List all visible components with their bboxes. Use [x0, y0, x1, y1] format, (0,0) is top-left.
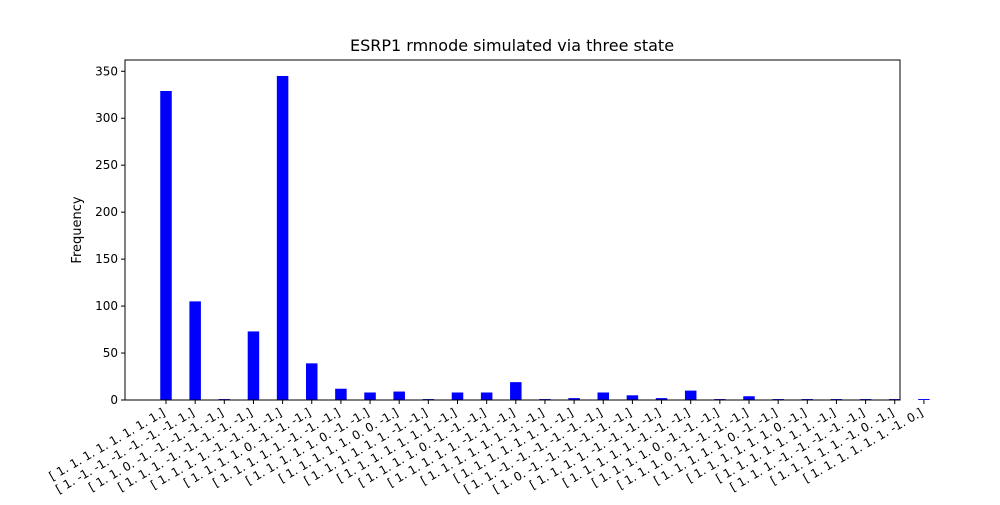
bar	[597, 392, 609, 400]
bar	[655, 398, 668, 400]
x-axis-ticks: [ 1. 1. 1. 1. 1. 1. 1. 1.][ 1. -1. -1. -…	[47, 400, 925, 496]
y-tick-label: 300	[95, 111, 118, 125]
bar	[189, 301, 201, 400]
bar	[335, 388, 347, 400]
chart-title: ESRP1 rmnode simulated via three state	[350, 36, 674, 55]
y-tick-label: 0	[110, 393, 118, 407]
bar	[451, 392, 464, 400]
bar	[276, 75, 289, 400]
bar	[568, 398, 580, 400]
bar	[480, 392, 493, 400]
bars-group	[160, 75, 930, 400]
y-axis-label: Frequency	[70, 196, 85, 263]
bar	[306, 363, 318, 400]
y-tick-label: 150	[95, 252, 118, 266]
bar	[918, 399, 930, 400]
y-tick-label: 250	[95, 158, 118, 172]
bar	[393, 391, 405, 400]
y-tick-label: 200	[95, 205, 118, 219]
y-axis-ticks: 0 50 100 150 200 250 300 350	[95, 64, 125, 407]
y-tick-label: 350	[95, 64, 118, 78]
plot-frame	[124, 59, 901, 401]
bar	[510, 382, 522, 400]
bar	[743, 396, 755, 400]
y-tick-label: 50	[103, 346, 118, 360]
bar	[364, 392, 376, 400]
bar	[684, 390, 697, 400]
bar	[247, 331, 260, 400]
bar	[160, 90, 172, 400]
bar	[626, 395, 639, 400]
y-tick-label: 100	[95, 299, 118, 313]
